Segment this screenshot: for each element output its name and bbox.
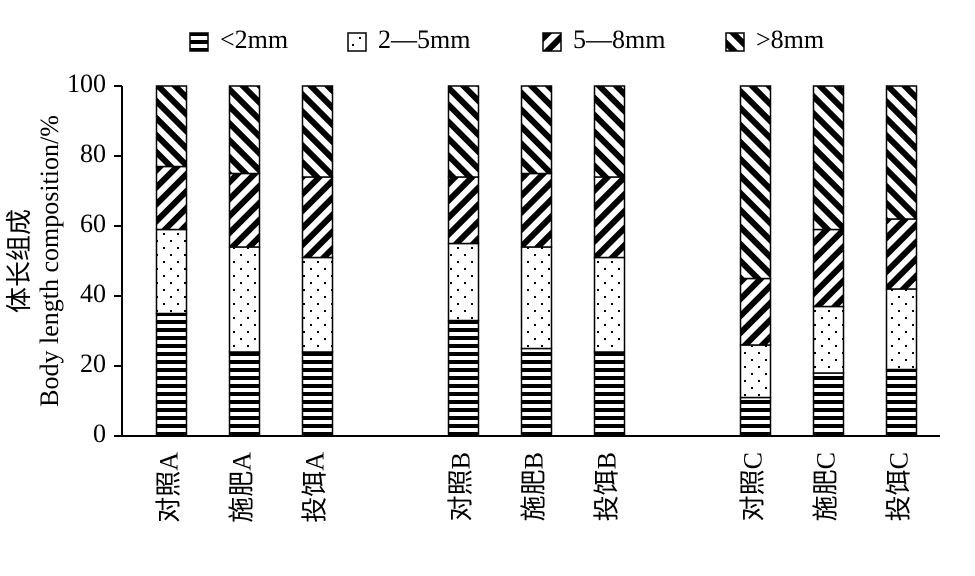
legend-label: <2mm [220, 25, 288, 54]
bar-segment [155, 312, 188, 437]
bar-segment [739, 344, 772, 399]
x-tick-label: 施肥B [519, 452, 548, 521]
bar-segment [301, 85, 334, 178]
x-tick-label: 对照C [738, 452, 767, 521]
x-tick-label: 施肥C [811, 452, 840, 521]
legend-swatch [347, 32, 367, 52]
bar-segment [593, 256, 626, 353]
bar-segment [739, 396, 772, 437]
bar-segment [812, 228, 845, 308]
bar-segment [520, 85, 553, 175]
bar-segment [739, 85, 772, 280]
bar-segment [228, 172, 261, 248]
y-tick-label: 20 [80, 349, 106, 378]
bar-segment [593, 351, 626, 437]
bar-segment [885, 288, 918, 371]
bar-segment [812, 372, 845, 437]
bar-segment [812, 305, 845, 374]
y-tick-label: 80 [80, 139, 106, 168]
bar-segment [520, 347, 553, 437]
x-tick-label: 对照A [154, 452, 183, 523]
bar-segment [447, 319, 480, 437]
bar-segment [155, 228, 188, 315]
bar-segment [228, 246, 261, 353]
bar-segment [301, 351, 334, 437]
bar-segment [885, 218, 918, 290]
legend-label: 2—5mm [378, 25, 470, 54]
bar-segment [520, 172, 553, 248]
legend-swatch [542, 32, 562, 52]
bar-segment [520, 246, 553, 350]
bar-segment [228, 351, 261, 437]
x-tick-label: 投饵B [592, 452, 621, 521]
bar-segment [228, 85, 261, 175]
x-tick-label: 投饵A [300, 452, 329, 523]
y-tick-label: 40 [80, 279, 106, 308]
legend-label: 5—8mm [573, 25, 665, 54]
y-tick-label: 100 [67, 69, 106, 98]
legend-label: >8mm [756, 25, 824, 54]
bar-segment [593, 176, 626, 259]
bar-segment [739, 277, 772, 346]
y-tick-label: 60 [80, 209, 106, 238]
bar-segment [812, 85, 845, 231]
bar-segment [301, 176, 334, 259]
bar-segment [885, 368, 918, 437]
bar-segment [593, 85, 626, 178]
x-tick-label: 对照B [446, 452, 475, 521]
y-tick-label: 0 [93, 419, 106, 448]
bar-segment [447, 242, 480, 322]
bar-segment [885, 85, 918, 220]
y-axis-label: Body length composition/% [35, 115, 64, 407]
legend-swatch [189, 32, 209, 52]
bar-segment [155, 165, 188, 231]
bar-segment [301, 256, 334, 353]
bar-segment [155, 85, 188, 168]
y-axis-label: 体长组成 [5, 209, 34, 313]
bar-segment [447, 176, 480, 245]
bar-segment [447, 85, 480, 178]
x-tick-label: 投饵C [884, 452, 913, 521]
x-tick-label: 施肥A [227, 452, 256, 523]
legend-swatch [725, 32, 745, 52]
